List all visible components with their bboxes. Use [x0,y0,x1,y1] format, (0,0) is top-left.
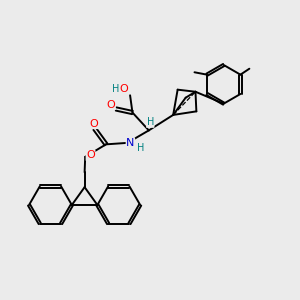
Text: O: O [90,118,98,128]
Text: N: N [126,138,135,148]
Text: H: H [112,84,119,94]
Text: O: O [86,150,95,161]
Text: O: O [119,84,128,94]
Text: H: H [147,117,154,128]
Text: H: H [137,143,145,153]
Text: O: O [106,100,115,110]
